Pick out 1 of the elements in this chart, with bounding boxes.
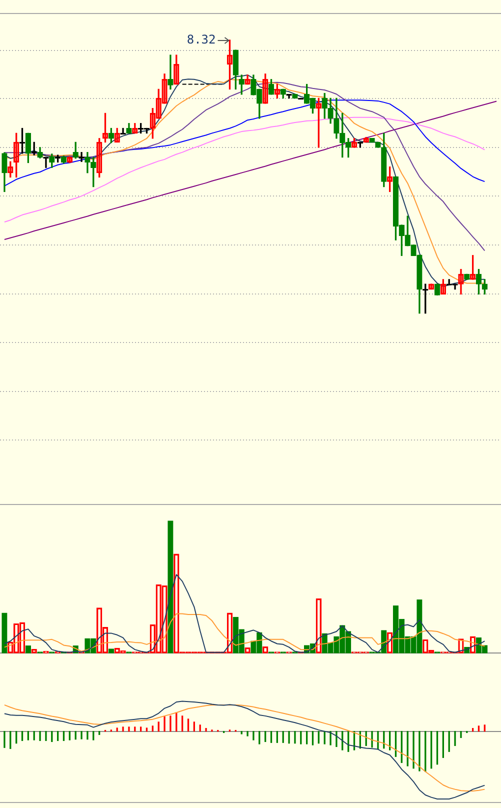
annotation: 8.32 bbox=[186, 32, 216, 47]
